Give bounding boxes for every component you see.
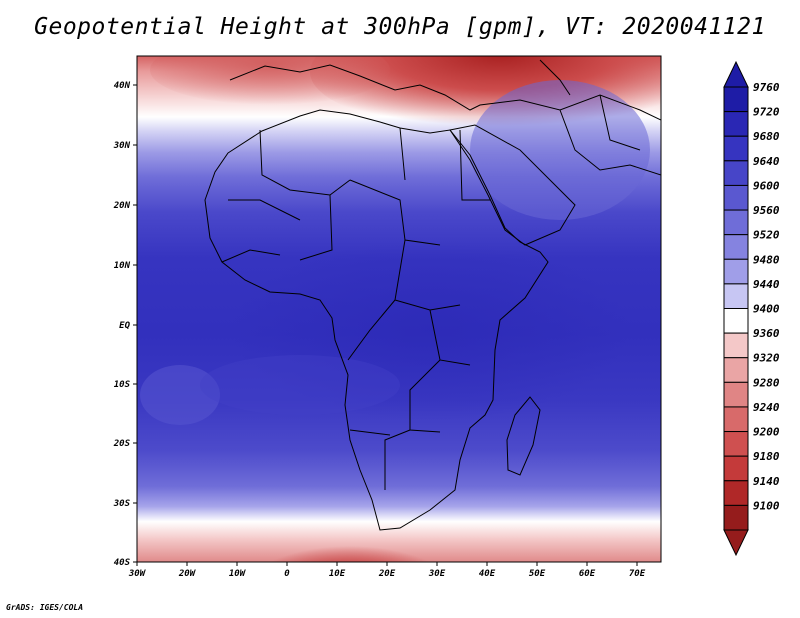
lat-label: 10N: [114, 261, 131, 271]
colorbar-swatch: [723, 406, 749, 433]
colorbar-swatch: [723, 160, 749, 186]
colorbar-swatch: [723, 234, 749, 260]
lon-label: 30W: [128, 569, 147, 579]
colorbar-swatch: [723, 111, 749, 137]
lat-ticks: [133, 84, 137, 563]
colorbar-label: 9640: [753, 155, 780, 168]
colorbar-label: 9600: [753, 179, 780, 192]
colorbar-swatch: [723, 455, 749, 482]
colorbar-label: 9720: [753, 106, 780, 119]
contour-field: [137, 56, 661, 562]
colorbar-swatch: [723, 135, 749, 162]
lat-label: 40S: [114, 558, 131, 568]
lon-labels: 30W 20W 10W 0 10E 20E 30E 40E 50E 60E 70…: [128, 569, 646, 579]
lon-label: 20E: [378, 569, 396, 579]
lat-label: 20N: [113, 201, 131, 211]
colorbar-swatch: [723, 480, 749, 506]
lon-label: 0: [284, 569, 290, 579]
colorbar-swatch: [723, 86, 749, 113]
colorbar-label: 9140: [753, 475, 780, 488]
colorbar-swatch: [723, 504, 749, 531]
colorbar-swatch: [723, 209, 749, 236]
colorbar-label: 9760: [753, 81, 780, 94]
colorbar-label: 9200: [753, 426, 780, 439]
map-title: Geopotential Height at 300hPa [gpm], VT:…: [34, 14, 766, 40]
lon-label: 40E: [479, 569, 496, 579]
lat-label: 10S: [114, 380, 131, 390]
colorbar-label: 9240: [753, 401, 780, 414]
plot-frame: [136, 55, 662, 563]
colorbar-label: 9100: [753, 499, 780, 512]
lon-label: 30E: [428, 569, 446, 579]
lat-label: EQ: [119, 321, 130, 331]
lat-labels: 40N 30N 20N 10N EQ 10S 20S 30S 40S: [113, 81, 131, 568]
colorbar-label: 9400: [753, 303, 780, 316]
lon-label: 20W: [178, 569, 197, 579]
lat-label: 30S: [113, 499, 131, 509]
colorbar: 9760 9720 9680 9640 9600 9560 9520 9480 9440 9400…: [723, 60, 780, 557]
colorbar-swatch: [723, 332, 749, 359]
lat-label: 20S: [113, 439, 131, 449]
colorbar-label: 9440: [753, 278, 780, 291]
colorbar-label: 9320: [753, 352, 780, 365]
colorbar-swatch: [723, 258, 749, 285]
colorbar-swatch: [723, 283, 749, 309]
colorbar-swatch: [723, 431, 749, 457]
colorbar-label: 9680: [753, 130, 780, 143]
lon-label: 10E: [329, 569, 346, 579]
colorbar-label: 9180: [753, 450, 780, 463]
coastlines: [204, 59, 661, 531]
lat-label: 30N: [113, 141, 131, 151]
colorbar-swatch: [723, 357, 749, 383]
colorbar-bottom-arrow: [723, 529, 749, 557]
lon-label: 50E: [529, 569, 546, 579]
lon-label: 10W: [229, 569, 247, 579]
colorbar-label: 9360: [753, 327, 780, 340]
colorbar-label: 9560: [753, 204, 780, 217]
colorbar-swatch: [723, 381, 749, 408]
colorbar-label: 9280: [753, 376, 780, 389]
colorbar-top-arrow: [723, 60, 749, 88]
colorbar-swatch: [723, 184, 749, 211]
lat-label: 40N: [114, 81, 131, 91]
colorbar-label: 9480: [753, 253, 780, 266]
colorbar-label: 9520: [753, 229, 780, 242]
lon-label: 70E: [629, 569, 646, 579]
grads-credit: GrADS: IGES/COLA: [6, 603, 84, 612]
colorbar-swatch: [723, 308, 749, 334]
lon-label: 60E: [579, 569, 596, 579]
lon-ticks: [136, 562, 638, 566]
